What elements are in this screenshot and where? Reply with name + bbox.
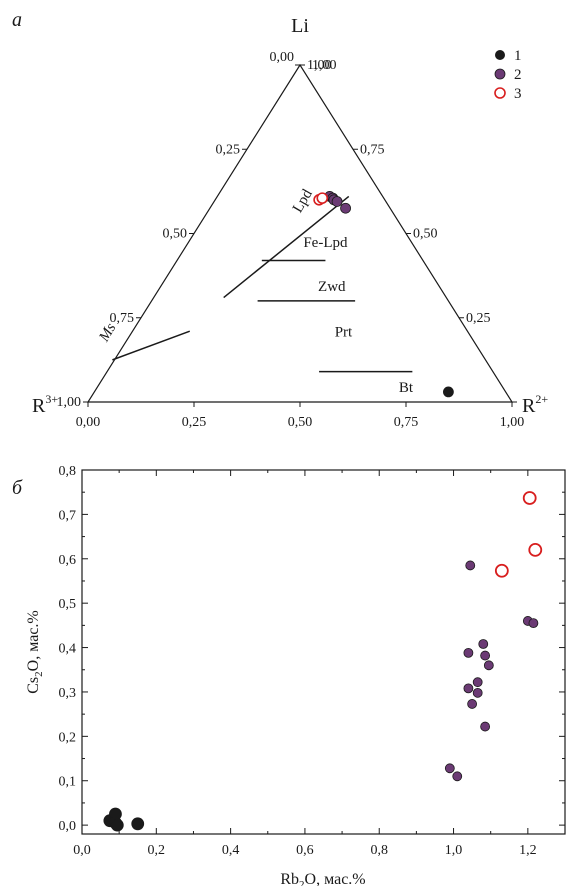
tick-label-bottom: 0,25 <box>182 415 207 430</box>
apex-label-li: Li <box>291 15 309 37</box>
tick-label-right: 0,25 <box>466 311 491 326</box>
tick-label-top-right: 1,00 <box>312 58 337 73</box>
scatter-point-group-3 <box>494 563 509 578</box>
y-tick-label: 0,3 <box>59 686 77 701</box>
y-tick-label: 0,4 <box>59 642 77 657</box>
field-label-bt: Bt <box>399 380 414 396</box>
scatter-point-group-2 <box>467 699 478 709</box>
field-boundary <box>223 195 350 299</box>
scatter-point-group-1 <box>131 817 145 831</box>
scatter-points <box>103 491 543 832</box>
x-tick-label: 0,4 <box>222 843 240 858</box>
ternary-point-group-1 <box>442 386 454 398</box>
ternary-point-group-2 <box>340 202 351 214</box>
y-tick-label: 0,1 <box>59 775 77 790</box>
x-tick-label: 1,0 <box>445 843 463 858</box>
tick-label-right: 1,00 <box>307 58 332 73</box>
legend-marker-2 <box>494 68 506 80</box>
scatter-point-group-2 <box>478 639 489 649</box>
legend: 1 2 3 <box>494 48 522 102</box>
x-tick-label: 0,6 <box>296 843 314 858</box>
panel-label-b: б <box>12 477 23 499</box>
y-axis-title: Cs2O, мас.% <box>25 610 45 694</box>
ternary-field-boundaries <box>112 195 413 373</box>
tick-label-bottom: 0,75 <box>394 415 419 430</box>
ternary-point-group-3 <box>316 192 329 204</box>
y-tick-label: 0,5 <box>59 597 77 612</box>
scatter-point-group-2 <box>472 687 483 698</box>
legend-label-3: 3 <box>514 86 522 102</box>
scatter-point-group-2 <box>480 650 491 661</box>
y-tick-label: 0,2 <box>59 730 77 745</box>
tick-label-left: 0,50 <box>163 227 188 242</box>
tick-label-right: 0,75 <box>360 142 385 157</box>
scatter-point-group-2 <box>444 763 455 774</box>
tick-label-bottom-right: 1,00 <box>500 415 525 430</box>
x-axis-title: Rb2O, мас.% <box>280 871 365 886</box>
scatter-point-group-2 <box>452 771 463 782</box>
scatter-point-group-2 <box>483 660 494 671</box>
tick-label-left: 0,75 <box>110 311 135 326</box>
y-tick-label: 0,6 <box>59 553 77 568</box>
legend-marker-1 <box>495 50 505 60</box>
y-tick-label: 0,8 <box>59 464 77 479</box>
plot-frame <box>81 469 566 835</box>
rb2o-cs2o-scatter: б 0,0 0,2 0,4 0,6 0,8 1,0 1,20,00,10,20,30,40,… <box>12 464 566 886</box>
scatter-point-group-2 <box>480 721 491 732</box>
scatter-point-group-2 <box>528 618 539 629</box>
tick-label-left: 1,00 <box>57 395 82 410</box>
x-tick-label: 0,8 <box>370 843 388 858</box>
tick-label-top-left: 0,00 <box>270 50 295 65</box>
tick-label-right: 0,50 <box>413 227 438 242</box>
scatter-point-group-2 <box>465 560 476 571</box>
y-tick-label: 0,0 <box>59 819 77 834</box>
x-tick-label: 0,2 <box>148 843 166 858</box>
apex-label-r3: R3+ <box>32 392 58 417</box>
legend-label-2: 2 <box>514 67 522 83</box>
x-tick-label: 1,2 <box>519 843 537 858</box>
field-label-prt: Prt <box>335 324 353 340</box>
scatter-ticks: 0,0 0,2 0,4 0,6 0,8 1,0 1,2 0,0 0,1 0,2 0,3 0,4 0,5 0… <box>59 464 565 858</box>
scatter-point-group-2 <box>472 677 483 688</box>
x-tick-label: 0,0 <box>73 843 91 858</box>
panel-label-a: а <box>12 9 22 31</box>
tick-label-bottom: 0,50 <box>288 415 313 430</box>
scatter-point-group-2 <box>463 683 474 694</box>
tick-label-bottom-left: 0,00 <box>76 415 101 430</box>
legend-label-1: 1 <box>514 48 522 64</box>
apex-label-r2: R2+ <box>522 392 548 417</box>
ternary-triangle <box>86 63 514 403</box>
field-label-lpd: Lpd <box>290 186 316 215</box>
scatter-point-group-2 <box>463 647 474 658</box>
ternary-diagram: а Li R3+ R2+ 1,00 0,25 0,25 0,75 0,50 0,50 0,5… <box>12 9 548 430</box>
ternary-ticks: 1,00 0,25 0,25 0,75 0,50 0,50 0,50 0,75 0,75 0,25… <box>57 50 525 430</box>
field-boundary <box>112 330 191 361</box>
ternary-points <box>313 191 454 398</box>
scatter-point-group-3 <box>528 543 543 557</box>
legend-marker-3 <box>494 87 506 99</box>
tick-label-left: 0,25 <box>216 142 241 157</box>
y-tick-label: 0,7 <box>59 508 77 523</box>
ternary-point-group-2 <box>331 196 343 207</box>
scatter-point-group-3 <box>522 491 537 505</box>
field-label-felpd: Fe-Lpd <box>303 235 348 251</box>
field-label-zwd: Zwd <box>318 279 346 295</box>
scatter-point-group-1 <box>110 818 124 832</box>
